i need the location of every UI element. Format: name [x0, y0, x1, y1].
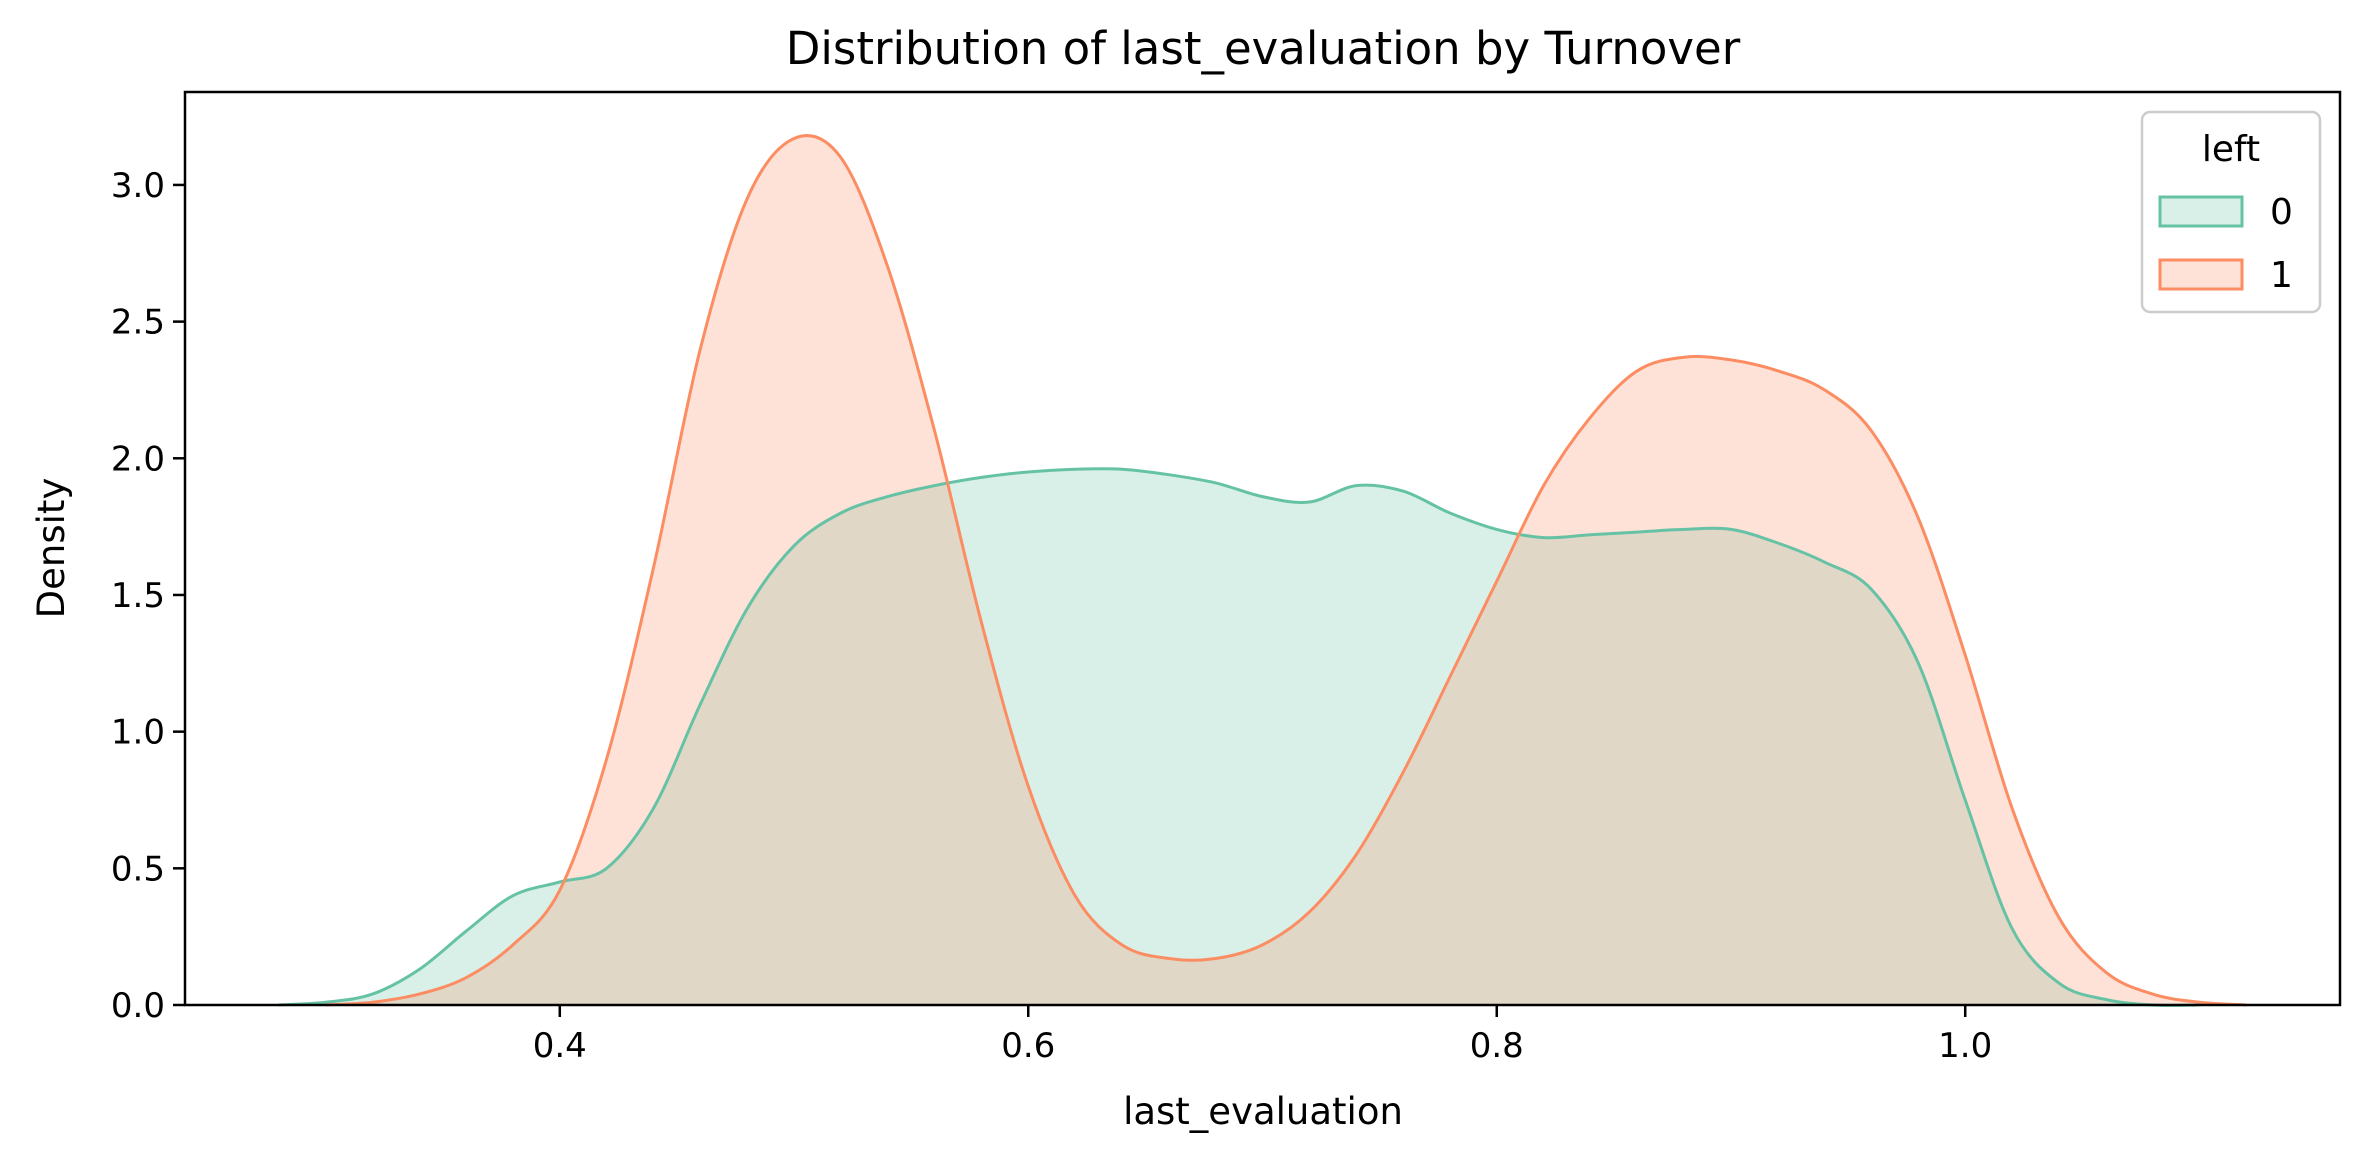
y-tick-label: 3.0: [111, 166, 165, 206]
legend-title: left: [2202, 129, 2260, 170]
legend-items: 01: [2158, 192, 2293, 296]
legend-label-1: 1: [2270, 255, 2293, 296]
y-axis-ticks: 0.0 0.5 1.0 1.5 2.0 2.5 3.0: [111, 166, 185, 1026]
y-tick-label: 1.5: [111, 576, 165, 616]
x-axis-label: last_evaluation: [1123, 1090, 1403, 1133]
legend[interactable]: left 01: [2140, 110, 2322, 314]
legend-frame: [2140, 110, 2322, 314]
series-0-area: [278, 468, 2200, 1006]
y-tick-label: 2.5: [111, 303, 165, 343]
x-tick-label: 1.0: [1938, 1026, 1992, 1066]
y-tick-label: 2.0: [111, 439, 165, 479]
legend-swatch-0: [2158, 195, 2244, 228]
y-tick-label: 0.0: [111, 986, 165, 1026]
x-tick-label: 0.4: [533, 1026, 587, 1066]
x-tick-label: 0.8: [1470, 1026, 1524, 1066]
series-1-area: [325, 135, 2247, 1006]
series-1-line: [325, 134, 2247, 1007]
legend-label-0: 0: [2270, 192, 2293, 233]
y-tick-label: 0.5: [111, 849, 165, 889]
series-0-line: [278, 467, 2200, 1007]
series-areas: [278, 135, 2247, 1006]
legend-swatch-1: [2158, 258, 2244, 291]
y-tick-label: 1.0: [111, 713, 165, 753]
y-axis-label: Density: [30, 478, 73, 619]
series-lines: [278, 134, 2247, 1007]
x-tick-label: 0.6: [1001, 1026, 1055, 1066]
x-axis-ticks: 0.4 0.6 0.8 1.0: [533, 1005, 1992, 1066]
chart-title: Distribution of last_evaluation by Turno…: [786, 22, 1741, 75]
plot-frame: [183, 90, 2342, 1007]
